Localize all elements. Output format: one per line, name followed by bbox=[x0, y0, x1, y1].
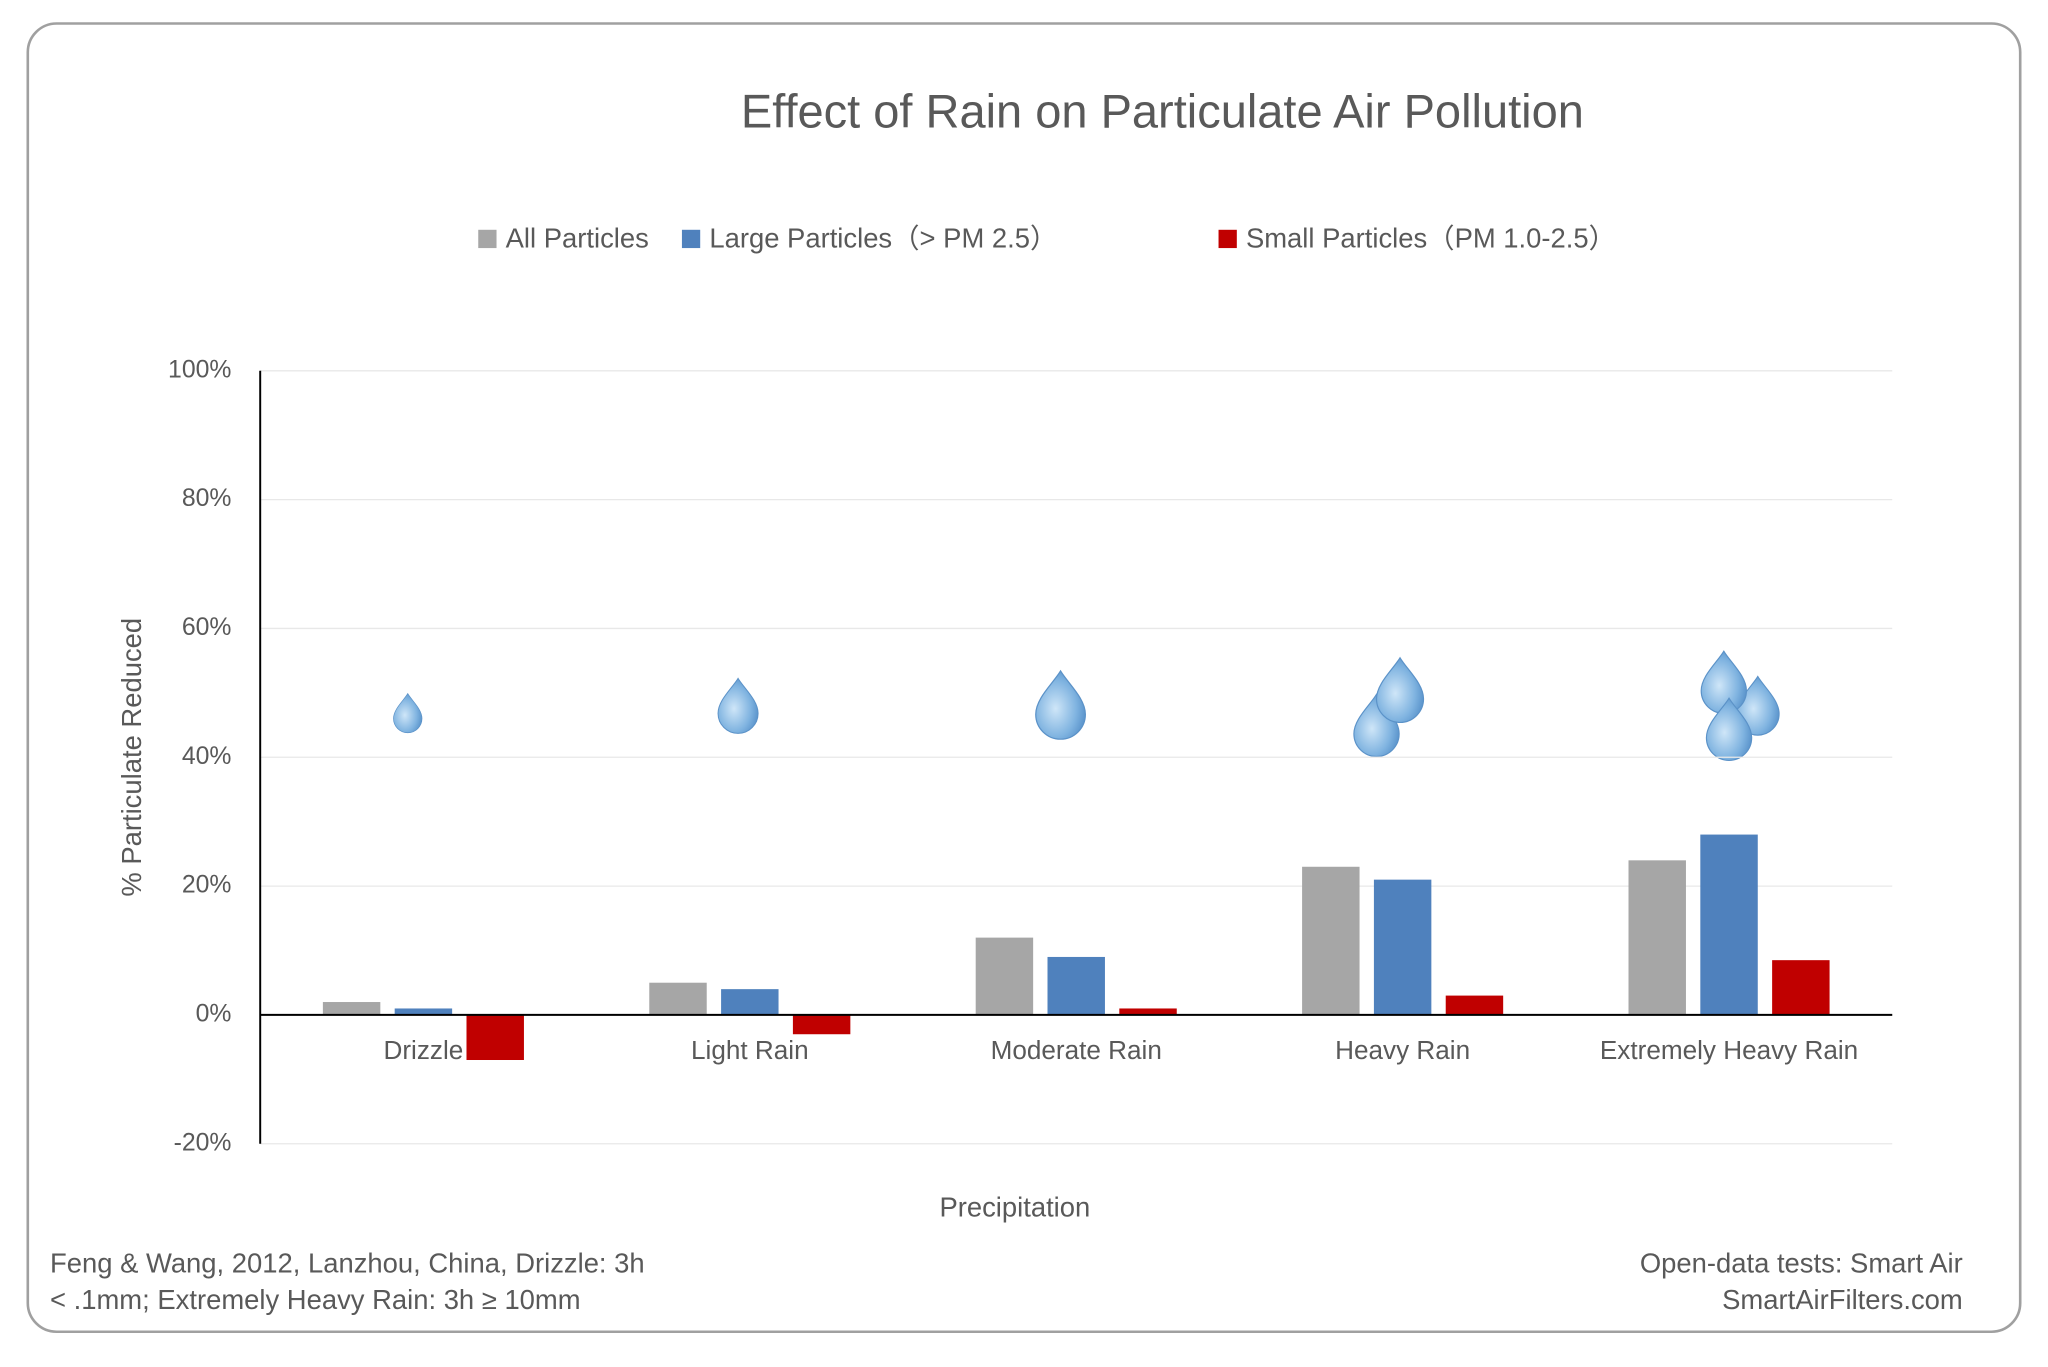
x-tick-label: Moderate Rain bbox=[991, 1035, 1162, 1065]
footnote: Feng & Wang, 2012, Lanzhou, China, Drizz… bbox=[50, 1247, 645, 1278]
footnote: < .1mm; Extremely Heavy Rain: 3h ≥ 10mm bbox=[50, 1284, 581, 1315]
footnote: Open-data tests: Smart Air bbox=[1640, 1247, 1963, 1278]
x-axis-label: Precipitation bbox=[939, 1191, 1090, 1222]
frame bbox=[26, 22, 2022, 1334]
bar bbox=[466, 1014, 524, 1061]
bar bbox=[649, 982, 707, 1015]
bar bbox=[721, 989, 779, 1015]
x-tick-label: Drizzle bbox=[384, 1035, 464, 1065]
y-tick-label: 20% bbox=[182, 872, 232, 899]
y-tick-label: 100% bbox=[168, 356, 231, 383]
bar bbox=[1119, 1008, 1177, 1015]
bar bbox=[1772, 960, 1830, 1015]
bar bbox=[1047, 956, 1105, 1015]
bar bbox=[1373, 879, 1432, 1015]
legend-label: Small Particles（PM 1.0-2.5） bbox=[1246, 222, 1616, 253]
legend-marker bbox=[681, 229, 701, 249]
bar bbox=[792, 1014, 851, 1035]
bar bbox=[322, 1002, 381, 1015]
x-tick-label: Light Rain bbox=[691, 1035, 809, 1065]
y-tick-label: 60% bbox=[182, 614, 232, 641]
legend-label: Large Particles（> PM 2.5） bbox=[709, 222, 1057, 253]
legend-label: All Particles bbox=[506, 222, 649, 253]
bar bbox=[1302, 866, 1360, 1015]
y-tick-label: 0% bbox=[196, 1000, 232, 1027]
y-tick-label: 80% bbox=[182, 485, 232, 512]
legend-marker bbox=[1218, 229, 1237, 249]
bar bbox=[975, 937, 1034, 1015]
legend-marker bbox=[478, 229, 497, 249]
bar bbox=[1700, 834, 1758, 1015]
bar bbox=[394, 1008, 453, 1015]
bar bbox=[1628, 860, 1686, 1015]
chart-title: Effect of Rain on Particulate Air Pollut… bbox=[741, 84, 1584, 137]
x-tick-label: Extremely Heavy Rain bbox=[1600, 1035, 1858, 1065]
y-tick-label: -20% bbox=[174, 1129, 232, 1156]
x-tick-label: Heavy Rain bbox=[1335, 1035, 1470, 1065]
footnote: SmartAirFilters.com bbox=[1722, 1284, 1963, 1315]
y-axis-label: % Particulate Reduced bbox=[116, 618, 147, 897]
y-tick-label: 40% bbox=[182, 743, 232, 770]
bar bbox=[1445, 995, 1504, 1015]
